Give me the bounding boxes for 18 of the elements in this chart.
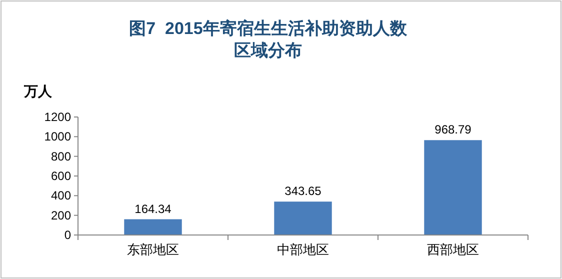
y-tick-label: 1000 — [44, 130, 72, 144]
bar — [423, 139, 483, 236]
y-tick-label: 600 — [50, 169, 72, 183]
y-axis-title: 万人 — [23, 83, 53, 99]
y-tick-label: 800 — [50, 149, 72, 164]
data-label: 968.79 — [434, 122, 472, 137]
y-tick-label: 400 — [50, 188, 72, 203]
bar — [123, 218, 183, 236]
y-tick-label: 200 — [50, 208, 72, 222]
y-tick-label: 0 — [64, 228, 72, 242]
x-tick-label: 中部地区 — [277, 242, 329, 257]
x-tick-label: 西部地区 — [427, 242, 479, 257]
y-tick-label: 1200 — [44, 110, 72, 124]
bar — [273, 200, 333, 236]
data-label: 343.65 — [284, 184, 322, 198]
chart-title: 图7 2015年寄宿生生活补助资助人数区域分布 — [129, 19, 408, 60]
x-tick-label: 东部地区 — [127, 242, 179, 257]
data-label: 164.34 — [134, 202, 172, 216]
